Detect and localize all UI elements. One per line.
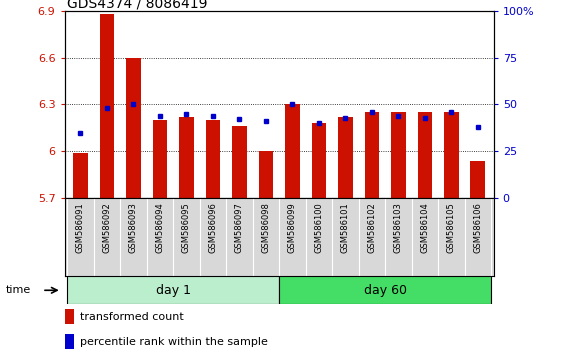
Bar — [179, 117, 194, 198]
Text: GSM586106: GSM586106 — [473, 202, 482, 253]
Bar — [417, 112, 432, 198]
Bar — [279, 276, 491, 304]
Bar — [391, 112, 406, 198]
Text: GSM586103: GSM586103 — [394, 202, 403, 253]
Bar — [311, 123, 326, 198]
Bar — [259, 152, 273, 198]
Bar — [444, 112, 458, 198]
Bar — [67, 276, 279, 304]
Text: GDS4374 / 8086419: GDS4374 / 8086419 — [67, 0, 208, 11]
Text: GSM586097: GSM586097 — [235, 202, 244, 253]
Bar — [205, 120, 220, 198]
Text: GSM586096: GSM586096 — [208, 202, 217, 253]
Text: GSM586091: GSM586091 — [76, 202, 85, 253]
Bar — [471, 161, 485, 198]
Text: GSM586092: GSM586092 — [103, 202, 112, 253]
Text: GSM586100: GSM586100 — [314, 202, 323, 253]
Text: GSM586094: GSM586094 — [155, 202, 164, 253]
Text: GSM586099: GSM586099 — [288, 202, 297, 253]
Text: day 60: day 60 — [364, 284, 407, 297]
Text: GSM586102: GSM586102 — [367, 202, 376, 253]
Bar — [338, 117, 353, 198]
Text: GSM586093: GSM586093 — [129, 202, 138, 253]
Text: transformed count: transformed count — [80, 312, 183, 322]
Bar — [285, 104, 300, 198]
Bar — [365, 112, 379, 198]
Text: GSM586101: GSM586101 — [341, 202, 350, 253]
Bar — [126, 58, 141, 198]
Bar — [73, 153, 88, 198]
Text: GSM586105: GSM586105 — [447, 202, 456, 253]
Bar — [100, 14, 114, 198]
Bar — [65, 309, 74, 324]
Text: percentile rank within the sample: percentile rank within the sample — [80, 337, 268, 347]
Text: GSM586095: GSM586095 — [182, 202, 191, 253]
Text: GSM586098: GSM586098 — [261, 202, 270, 253]
Bar — [153, 120, 167, 198]
Text: day 1: day 1 — [155, 284, 191, 297]
Text: GSM586104: GSM586104 — [420, 202, 429, 253]
Bar — [232, 126, 247, 198]
Bar — [65, 334, 74, 349]
Text: time: time — [6, 285, 31, 295]
